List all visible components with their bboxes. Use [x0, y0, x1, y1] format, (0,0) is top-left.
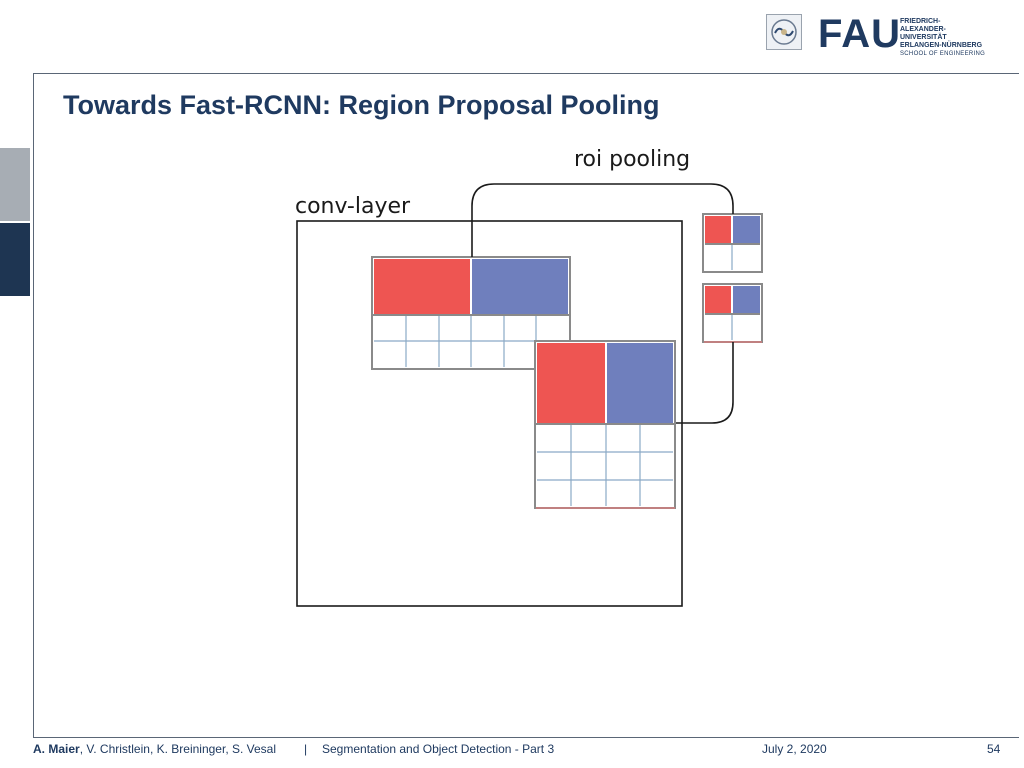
footer-authors-rest: , V. Christlein, K. Breininger, S. Vesal — [79, 742, 277, 756]
footer-lecture: Segmentation and Object Detection - Part… — [322, 742, 555, 756]
slide-title: Towards Fast-RCNN: Region Proposal Pooli… — [63, 90, 660, 120]
side-tab-dark — [0, 223, 30, 296]
region2-blue-cell — [607, 343, 673, 423]
fau-line-1: FRIEDRICH-ALEXANDER- — [900, 18, 946, 33]
slide-frame — [33, 73, 1019, 738]
university-seal-icon — [766, 14, 802, 50]
fau-line-2: UNIVERSITÄT — [900, 34, 947, 41]
conv-layer-label: conv-layer — [295, 194, 411, 219]
region1-red-cell — [374, 259, 470, 314]
footer-page-number: 54 — [987, 742, 1001, 756]
fau-line-3: ERLANGEN-NÜRNBERG — [900, 42, 983, 49]
roi-pooling-bracket-side — [676, 342, 734, 424]
pooled-output-2 — [702, 283, 763, 343]
pooled-output-1 — [702, 213, 763, 273]
footer-authors: A. Maier, V. Christlein, K. Breininger, … — [33, 742, 276, 756]
fau-school: SCHOOL OF ENGINEERING — [900, 51, 986, 57]
fau-wordmark: FAU — [818, 12, 901, 56]
region2-red-cell — [537, 343, 605, 423]
footer-separator: | — [304, 742, 308, 756]
side-tab-light — [0, 148, 30, 221]
footer-date: July 2, 2020 — [762, 742, 827, 756]
region1-blue-cell — [472, 259, 568, 314]
conv-layer-box — [296, 220, 683, 607]
roi-pooling-label: roi pooling — [574, 147, 691, 172]
roi-pooling-bracket-top — [471, 183, 734, 257]
footer-author-main: A. Maier — [33, 742, 80, 756]
fau-name-lines: FRIEDRICH-ALEXANDER- UNIVERSITÄT ERLANGE… — [900, 18, 986, 50]
fau-logo: FAU FRIEDRICH-ALEXANDER- UNIVERSITÄT ERL… — [766, 12, 986, 60]
region-proposal-2 — [534, 340, 676, 509]
